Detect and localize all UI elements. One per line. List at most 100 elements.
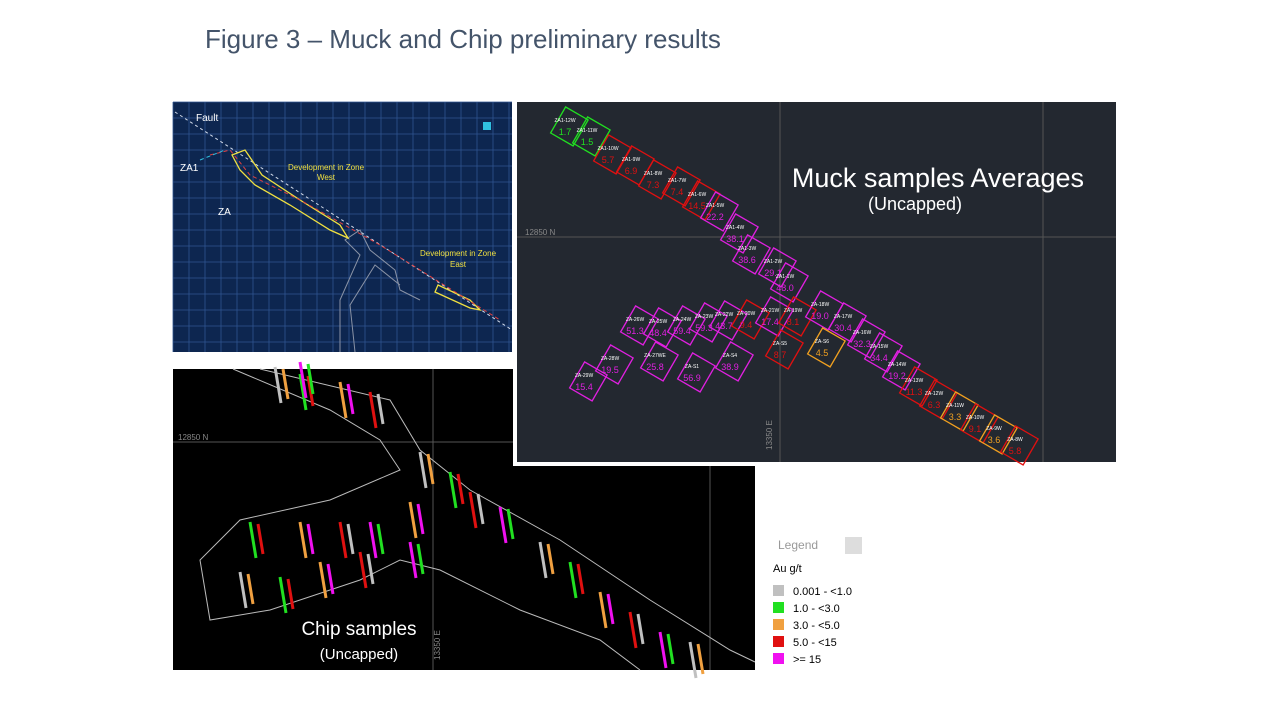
label-za1: ZA1 [180, 163, 199, 174]
chip-channel [298, 521, 308, 559]
chip-channel [408, 541, 418, 579]
sample-id: ZA1-4W [726, 225, 745, 231]
label-za: ZA [218, 207, 231, 218]
chip-channel [256, 523, 265, 555]
sample-value: 48.4 [649, 328, 667, 338]
chip-channel [448, 471, 458, 509]
muck-subtitle: (Uncapped) [868, 194, 962, 214]
sample-id: ZA-18W [811, 302, 830, 308]
legend-swatch [773, 636, 784, 647]
chip-channel [468, 491, 478, 529]
sample-value: 15.4 [575, 382, 593, 392]
northing: 12850 N [525, 228, 555, 237]
chip-title: Chip samples [301, 619, 416, 640]
sample-id: ZA1-12W [554, 118, 575, 124]
sample-block [639, 341, 680, 382]
sample-block [898, 366, 939, 407]
chip-channel [346, 523, 355, 555]
legend-title: Legend [778, 538, 818, 552]
sample-value: 14.5 [688, 201, 706, 211]
sample-value: 5.8 [1009, 446, 1022, 456]
sample-value: 3.3 [949, 412, 962, 422]
sample-block [568, 361, 609, 402]
chip-channel [368, 521, 378, 559]
sample-block [769, 262, 810, 303]
sample-value: 38.1 [726, 234, 744, 244]
sample-value: 25.8 [646, 362, 664, 372]
sample-block [959, 403, 1000, 444]
sample-value: 48.0 [776, 283, 794, 293]
sample-value: 51.3 [626, 326, 644, 336]
sample-block [637, 159, 678, 200]
sample-block [777, 296, 818, 337]
plan-panel: Fault ZA1 ZA Development in Zone West De… [172, 101, 513, 353]
survey-line [209, 149, 501, 321]
sample-value: 8.7 [774, 350, 787, 360]
sample-block [827, 302, 868, 343]
chip-channel [426, 453, 435, 485]
sample-id: ZA-S1 [685, 364, 699, 370]
sample-value: 19.2 [888, 371, 906, 381]
zone-east [434, 284, 482, 312]
label-west: West [317, 173, 336, 182]
sample-value: 38.6 [738, 255, 756, 265]
sample-value: 19.0 [811, 311, 829, 321]
sample-value: 5.7 [602, 155, 615, 165]
sample-id: ZA-26W [626, 317, 645, 323]
sample-value: 1.5 [581, 137, 594, 147]
chip-subtitle: (Uncapped) [320, 646, 398, 663]
chip-channel [418, 451, 428, 489]
legend-label: 3.0 - <5.0 [793, 620, 840, 632]
sample-block [918, 379, 959, 420]
sample-block [978, 414, 1019, 455]
sample-value: 43.7 [715, 321, 733, 331]
sample-value: 11.3 [906, 387, 923, 397]
chip-channel [416, 503, 425, 535]
chip-channel [298, 361, 308, 399]
sample-id: ZA-8W [1007, 437, 1023, 443]
drift-outline [199, 368, 756, 671]
sample-block [666, 305, 707, 346]
zone-west [231, 149, 350, 240]
chip-channel [476, 493, 485, 525]
chip-channel [666, 633, 675, 665]
chip-channel [368, 391, 378, 429]
sample-id: ZA-24W [673, 317, 692, 323]
sample-value: 29.1 [764, 268, 782, 278]
sample-id: ZA-13W [905, 378, 924, 384]
sample-id: ZA1-10W [597, 146, 618, 152]
chip-channel [338, 381, 348, 419]
panel-bg [517, 102, 1116, 462]
sample-block [549, 106, 590, 147]
legend-swatch [773, 653, 784, 664]
sample-id: ZA1-7W [668, 178, 687, 184]
sample-id: ZA-9W [986, 426, 1002, 432]
chip-channel [338, 521, 348, 559]
sample-block [731, 234, 772, 275]
north-arrow [483, 122, 491, 130]
sample-id: ZA1-3W [738, 246, 757, 252]
legend-swatch [773, 585, 784, 596]
chip-channel [408, 501, 418, 539]
chip-channel [286, 578, 295, 610]
sample-value: 1.7 [559, 127, 572, 137]
sample-id: ZA-10W [966, 415, 985, 421]
sample-id: ZA-S4 [723, 353, 737, 359]
chip-channel [306, 523, 315, 555]
chip-channel [326, 563, 335, 595]
sample-id: ZA-16W [853, 330, 872, 336]
chip-channel [318, 561, 328, 599]
legend-unit: Au g/t [773, 563, 802, 575]
chip-channel [606, 593, 615, 625]
sample-block [719, 213, 760, 254]
sample-value: 34.4 [870, 353, 888, 363]
sample-block [708, 300, 749, 341]
sample-value: 30.4 [834, 323, 852, 333]
easting: 13350 E [765, 420, 774, 450]
sample-block [594, 344, 635, 385]
chip-channel [248, 521, 258, 559]
sample-value: 19.5 [601, 365, 619, 375]
sample-value: 9.4 [740, 320, 753, 330]
legend-icon [845, 537, 862, 554]
